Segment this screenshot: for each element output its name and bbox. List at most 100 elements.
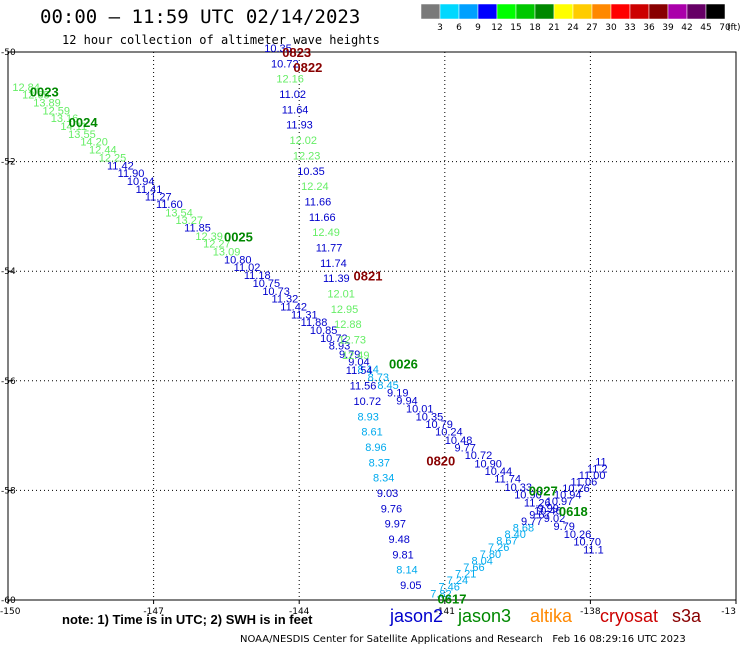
legend-label: 9 (475, 23, 481, 33)
sat-label-jason2: jason2 (390, 606, 444, 626)
data-label-track-c: 10.26 (562, 483, 590, 495)
data-label-track-a: 10.48 (445, 435, 473, 447)
data-label-track-a: 12.39 (195, 231, 223, 243)
legend-label: 36 (643, 23, 655, 33)
data-label-track-a: 9.77 (455, 442, 476, 454)
data-label-track-b: 9.97 (385, 519, 406, 531)
legend-swatch (553, 3, 574, 20)
y-tick-label: -56 (1, 377, 16, 387)
data-label-track-a: 8.73 (368, 372, 389, 384)
data-label-track-b: 11.54 (346, 365, 373, 377)
data-label-track-b: 12.49 (312, 227, 340, 239)
footer-credit: NOAA/NESDIS Center for Satellite Applica… (240, 634, 686, 645)
data-label-track-c: 7.46 (438, 582, 459, 594)
legend-label: 30 (605, 23, 617, 33)
plot-frame (7, 51, 737, 601)
legend-swatch (572, 3, 593, 20)
data-label-track-b: 11.66 (309, 212, 336, 224)
sat-label-altika: altika (530, 606, 573, 626)
chart-subtitle: 12 hour collection of altimeter wave hei… (62, 33, 380, 47)
time-label: 0617 (438, 591, 467, 606)
data-label-track-c: 7.82 (430, 588, 451, 600)
y-tick-label: -58 (1, 486, 16, 496)
legend-label: 42 (681, 23, 692, 33)
data-label-track-a: 10.90 (474, 458, 502, 470)
data-label-track-a: 11.90 (118, 168, 145, 180)
data-label-track-b: 9.76 (381, 503, 402, 515)
data-label-track-a: 12.59 (42, 105, 70, 117)
data-label-track-b: 8.93 (357, 411, 378, 423)
data-label-track-b: 12.02 (289, 135, 317, 147)
data-label-track-a: 13.89 (33, 97, 61, 109)
data-label-track-c: 11 (595, 457, 606, 469)
legend-label: 45 (700, 23, 711, 33)
data-label-track-c: 10.97 (546, 496, 574, 508)
data-label-track-a: 8.93 (329, 341, 350, 353)
data-label-track-a: 10.94 (127, 176, 155, 188)
legend-swatch (629, 3, 650, 20)
legend-swatch (667, 3, 688, 20)
data-label-track-c: 11.00 (579, 470, 606, 482)
legend-swatch (515, 3, 536, 20)
data-label-track-b: 12.01 (327, 289, 355, 301)
data-label-track-a: 11.02 (234, 262, 261, 274)
data-label-track-a: 10.79 (425, 419, 453, 431)
data-label-track-a: 13.54 (165, 207, 193, 219)
sat-label-s3a: s3a (672, 606, 702, 626)
data-label-track-c: 9.99 (537, 503, 558, 515)
data-label-track-a: 10.70 (573, 537, 601, 549)
legend-swatch (496, 3, 517, 20)
data-label-track-c: 9.67 (529, 509, 550, 521)
data-label-track-a: 13.27 (175, 215, 203, 227)
data-label-track-c: 8.04 (471, 555, 492, 567)
data-label-track-a: 10.35 (416, 411, 444, 423)
legend-swatch (534, 3, 555, 20)
time-label: 0820 (426, 453, 455, 468)
legend-label: 6 (456, 23, 462, 33)
data-label-track-a: 12.27 (203, 239, 231, 251)
data-label-track-b: 9.03 (377, 488, 398, 500)
data-label-track-a: 9.79 (554, 521, 575, 533)
data-label-track-c: 7.80 (480, 549, 501, 561)
data-label-track-c: 7.26 (488, 542, 509, 554)
data-label-track-c: 7.66 (463, 562, 484, 574)
data-label-track-a: 12.65 (22, 90, 50, 102)
data-label-track-a: 11.18 (244, 270, 271, 282)
data-label-track-b: 8.96 (365, 442, 386, 454)
time-label: 0027 (529, 483, 558, 498)
legend-swatch (705, 3, 726, 20)
data-label-track-b: 12.23 (293, 150, 321, 162)
time-label: 0823 (282, 45, 311, 60)
data-label-track-a: 11.31 (291, 309, 318, 321)
data-label-track-a: 10.90 (514, 490, 542, 502)
legend-label: 39 (662, 23, 674, 33)
data-label-track-b: 12.73 (339, 335, 367, 347)
data-label-track-a: 11.26 (524, 497, 551, 509)
data-label-track-a: 8.45 (377, 380, 398, 392)
data-label-track-a: 9.79 (339, 349, 360, 361)
data-label-track-a: 9.04 (348, 356, 369, 368)
data-label-track-a: 14.11 (60, 121, 87, 133)
data-label-track-c: 7.21 (455, 569, 476, 581)
data-label-track-c: 8.68 (513, 523, 534, 535)
data-label-track-a: 10.72 (465, 450, 493, 462)
data-label-track-b: 12.16 (276, 74, 304, 86)
data-label-track-c: 8.67 (496, 536, 517, 548)
data-label-track-b: 12.88 (334, 319, 362, 331)
data-label-track-b: 11.02 (279, 89, 306, 101)
data-label-track-b: 8.37 (369, 457, 390, 469)
legend-swatch (648, 3, 669, 20)
data-label-track-a: 11.42 (280, 302, 307, 314)
time-label: 0024 (69, 115, 99, 130)
x-tick-label: -147 (143, 607, 163, 617)
data-label-track-b: 11.77 (316, 242, 343, 254)
legend-label: 18 (529, 23, 541, 33)
sat-label-cryosat: cryosat (600, 606, 659, 626)
legend-swatch (591, 3, 612, 20)
y-tick-label: -54 (1, 267, 16, 277)
data-label-track-c: 11.06 (571, 476, 598, 488)
data-label-track-b: 11.93 (286, 120, 313, 132)
legend-swatch (439, 3, 460, 20)
data-label-track-b: 11.74 (320, 258, 347, 270)
time-label: 0821 (354, 269, 383, 284)
